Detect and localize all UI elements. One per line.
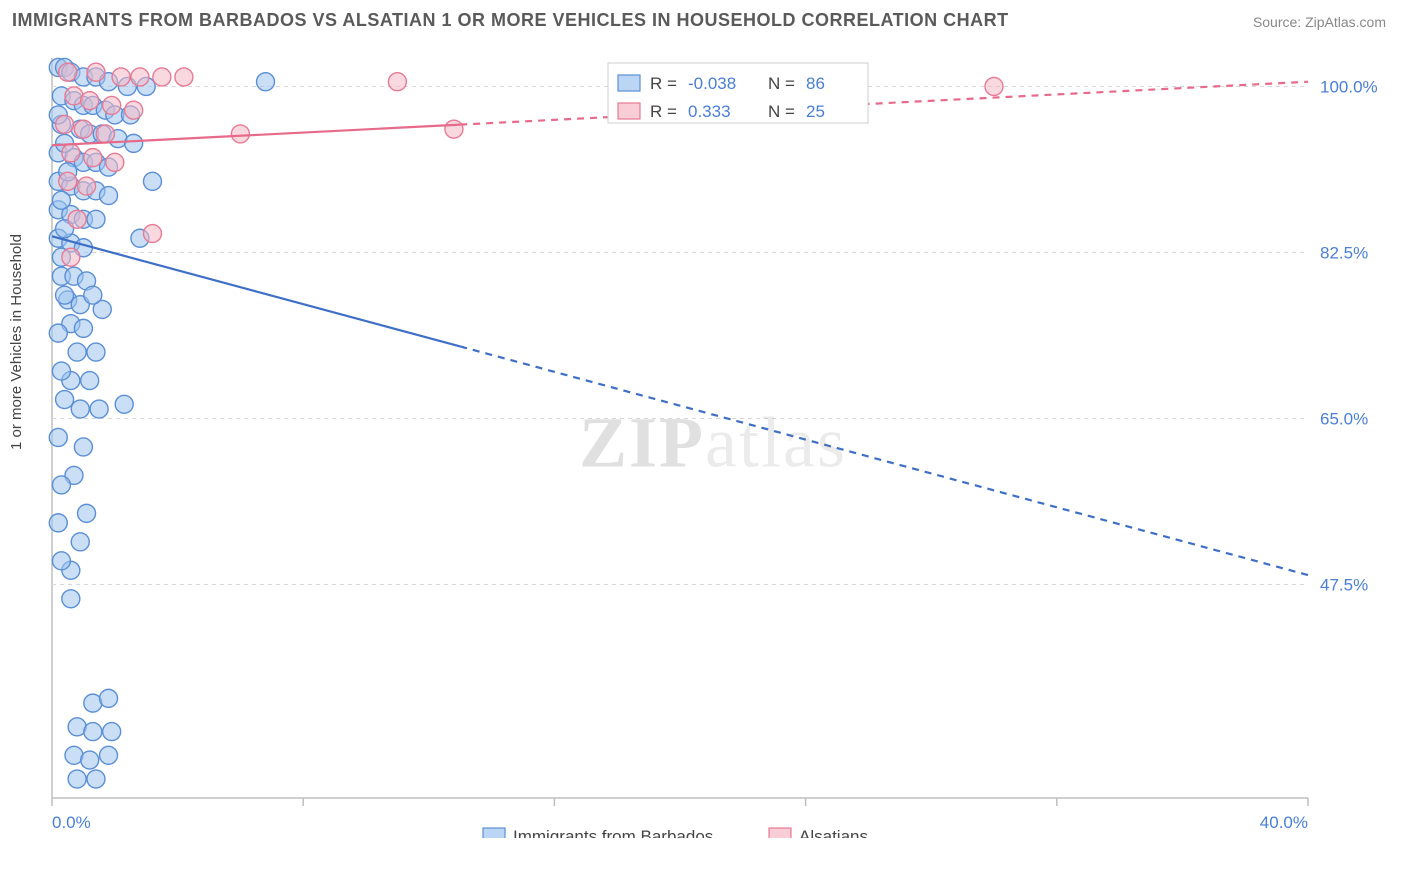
scatter-point bbox=[62, 590, 80, 608]
scatter-point bbox=[78, 504, 96, 522]
scatter-point bbox=[81, 372, 99, 390]
stat-r-value: -0.038 bbox=[688, 74, 736, 93]
scatter-point bbox=[103, 723, 121, 741]
scatter-point bbox=[153, 68, 171, 86]
scatter-point bbox=[96, 125, 114, 143]
scatter-point bbox=[71, 533, 89, 551]
scatter-point bbox=[81, 92, 99, 110]
stat-n-label: N = bbox=[768, 74, 795, 93]
scatter-point bbox=[71, 400, 89, 418]
stat-r-label: R = bbox=[650, 102, 677, 121]
regression-line-dashed bbox=[460, 82, 1308, 125]
legend-swatch bbox=[618, 103, 640, 119]
stat-n-value: 86 bbox=[806, 74, 825, 93]
scatter-point bbox=[231, 125, 249, 143]
scatter-point bbox=[49, 324, 67, 342]
scatter-point bbox=[84, 149, 102, 167]
scatter-point bbox=[100, 746, 118, 764]
scatter-point bbox=[100, 187, 118, 205]
y-axis-label: 1 or more Vehicles in Household bbox=[8, 234, 25, 450]
scatter-point bbox=[84, 723, 102, 741]
scatter-point bbox=[112, 68, 130, 86]
regression-line-dashed bbox=[460, 346, 1308, 575]
bottom-legend-swatch bbox=[483, 828, 505, 838]
scatter-point bbox=[49, 514, 67, 532]
scatter-point bbox=[52, 476, 70, 494]
y-tick-label: 100.0% bbox=[1320, 77, 1378, 96]
stat-n-label: N = bbox=[768, 102, 795, 121]
scatter-point bbox=[52, 552, 70, 570]
x-tick-label: 40.0% bbox=[1260, 813, 1308, 832]
scatter-point bbox=[87, 63, 105, 81]
scatter-point bbox=[125, 134, 143, 152]
plot-area: 47.5% 65.0% 82.5% 100.0% 0.0% 40.0% R = -0.038 N… bbox=[48, 48, 1378, 838]
scatter-point bbox=[103, 96, 121, 114]
scatter-point bbox=[68, 210, 86, 228]
scatter-point bbox=[106, 153, 124, 171]
scatter-point bbox=[62, 248, 80, 266]
scatter-point bbox=[49, 428, 67, 446]
scatter-point bbox=[87, 210, 105, 228]
scatter-point bbox=[87, 770, 105, 788]
scatter-point bbox=[81, 751, 99, 769]
scatter-point bbox=[74, 319, 92, 337]
chart-title: IMMIGRANTS FROM BARBADOS VS ALSATIAN 1 O… bbox=[12, 10, 1009, 31]
legend-swatch bbox=[618, 75, 640, 91]
scatter-point bbox=[143, 225, 161, 243]
scatter-point bbox=[78, 177, 96, 195]
scatter-point bbox=[90, 400, 108, 418]
scatter-point bbox=[52, 362, 70, 380]
stat-box bbox=[608, 63, 868, 123]
x-tick-label: 0.0% bbox=[52, 813, 91, 832]
stat-r-value: 0.333 bbox=[688, 102, 731, 121]
scatter-point bbox=[87, 343, 105, 361]
bottom-legend-swatch bbox=[769, 828, 791, 838]
scatter-point bbox=[388, 73, 406, 91]
scatter-point bbox=[56, 391, 74, 409]
scatter-point bbox=[445, 120, 463, 138]
scatter-point bbox=[74, 120, 92, 138]
scatter-point bbox=[59, 63, 77, 81]
scatter-point bbox=[68, 770, 86, 788]
scatter-point bbox=[257, 73, 275, 91]
y-tick-label: 82.5% bbox=[1320, 243, 1368, 262]
scatter-point bbox=[52, 191, 70, 209]
scatter-point bbox=[125, 101, 143, 119]
scatter-point bbox=[74, 438, 92, 456]
scatter-point bbox=[143, 172, 161, 190]
bottom-legend-label: Alsatians bbox=[799, 827, 868, 838]
scatter-point bbox=[59, 172, 77, 190]
chart-svg: 47.5% 65.0% 82.5% 100.0% 0.0% 40.0% R = -0.038 N… bbox=[48, 48, 1378, 838]
scatter-point bbox=[175, 68, 193, 86]
scatter-point bbox=[131, 68, 149, 86]
scatter-point bbox=[985, 77, 1003, 95]
scatter-point bbox=[56, 286, 74, 304]
scatter-point bbox=[100, 689, 118, 707]
scatter-point bbox=[84, 286, 102, 304]
scatter-point bbox=[62, 144, 80, 162]
y-tick-label: 47.5% bbox=[1320, 576, 1368, 595]
chart-container: IMMIGRANTS FROM BARBADOS VS ALSATIAN 1 O… bbox=[0, 0, 1406, 892]
bottom-legend-label: Immigrants from Barbados bbox=[513, 827, 713, 838]
source-label: Source: ZipAtlas.com bbox=[1253, 14, 1386, 30]
stat-n-value: 25 bbox=[806, 102, 825, 121]
y-tick-label: 65.0% bbox=[1320, 410, 1368, 429]
scatter-point bbox=[115, 395, 133, 413]
stat-r-label: R = bbox=[650, 74, 677, 93]
scatter-point bbox=[56, 115, 74, 133]
scatter-point bbox=[68, 343, 86, 361]
